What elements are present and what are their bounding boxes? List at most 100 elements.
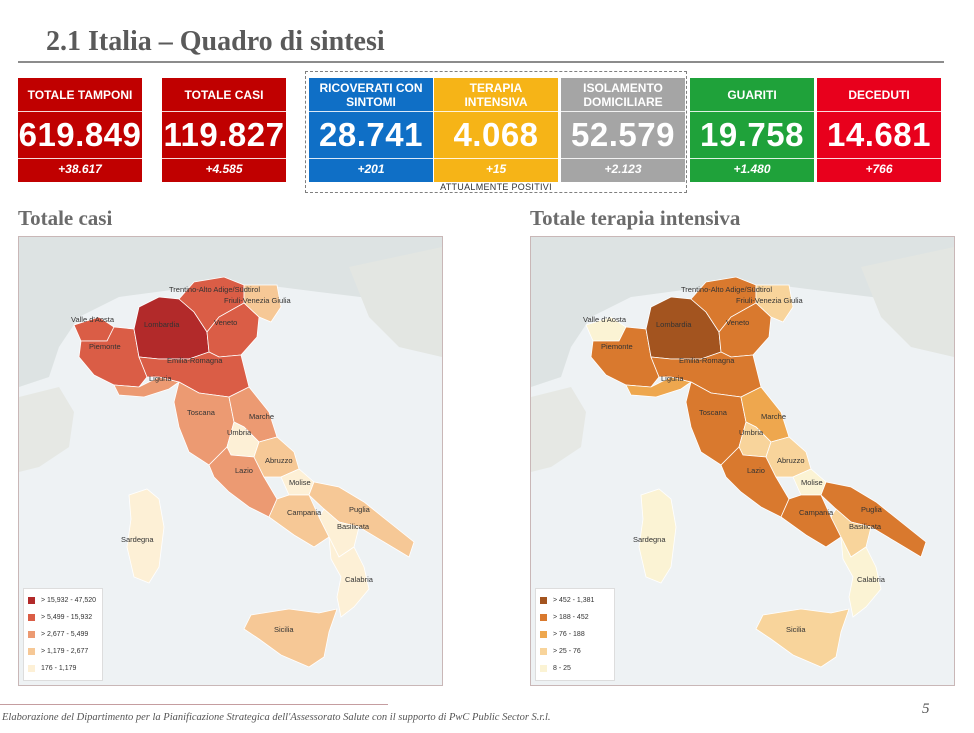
label-valle-daosta: Valle d'Aosta bbox=[583, 315, 627, 324]
italy-map: Valle d'Aosta Piemonte Lombardia Trentin… bbox=[531, 237, 954, 668]
label-lazio: Lazio bbox=[235, 466, 253, 475]
regions bbox=[73, 276, 415, 668]
label-molise: Molise bbox=[289, 478, 311, 487]
legend-label: > 15,932 - 47,520 bbox=[41, 597, 97, 604]
kpi-label: ISOLAMENTO DOMICILIARE bbox=[561, 78, 685, 112]
legend-label: 176 - 1,179 bbox=[41, 665, 77, 672]
legend-swatch bbox=[540, 614, 547, 621]
legend-swatch bbox=[28, 614, 35, 621]
label-piemonte: Piemonte bbox=[601, 342, 633, 351]
kpi-delta: +201 bbox=[309, 158, 433, 179]
legend-swatch bbox=[28, 665, 35, 672]
legend-swatch bbox=[28, 648, 35, 655]
legend-item: > 188 - 452 bbox=[540, 609, 610, 626]
map-terapia-intensiva: Valle d'Aosta Piemonte Lombardia Trentin… bbox=[530, 236, 955, 686]
kpi-delta: +2.123 bbox=[561, 158, 685, 179]
kpi-value: 619.849 bbox=[18, 116, 142, 153]
label-veneto: Veneto bbox=[214, 318, 237, 327]
legend-item: 176 - 1,179 bbox=[28, 660, 98, 677]
kpi-tile-isolamento: ISOLAMENTO DOMICILIARE 52.579 +2.123 bbox=[561, 78, 685, 182]
region-sicilia bbox=[755, 608, 850, 668]
label-calabria: Calabria bbox=[857, 575, 886, 584]
legend-label: > 5,499 - 15,932 bbox=[41, 614, 93, 621]
region-friuli bbox=[755, 284, 794, 323]
label-piemonte: Piemonte bbox=[89, 342, 121, 351]
legend-item: > 76 - 188 bbox=[540, 626, 610, 643]
legend-label: > 1,179 - 2,677 bbox=[41, 648, 89, 655]
kpi-tiles: TOTALE TAMPONI 619.849 +38.617 TOTALE CA… bbox=[18, 78, 944, 182]
label-liguria: Liguria bbox=[149, 374, 172, 383]
legend-label: > 2,677 - 5,499 bbox=[41, 631, 89, 638]
label-abruzzo: Abruzzo bbox=[265, 456, 293, 465]
label-friuli: Friuli-Venezia Giulia bbox=[224, 296, 292, 305]
label-emilia-romagna: Emilia-Romagna bbox=[679, 356, 735, 365]
region-calabria bbox=[840, 536, 882, 618]
kpi-label: TOTALE CASI bbox=[162, 78, 286, 112]
label-trentino: Trentino-Alto Adige/Südtirol bbox=[681, 285, 772, 294]
page-title: 2.1 Italia – Quadro di sintesi bbox=[46, 26, 385, 57]
label-lombardia: Lombardia bbox=[656, 320, 692, 329]
kpi-tile-ricoverati: RICOVERATI CON SINTOMI 28.741 +201 bbox=[309, 78, 433, 182]
label-lombardia: Lombardia bbox=[144, 320, 180, 329]
kpi-label: GUARITI bbox=[690, 78, 814, 112]
regions bbox=[585, 276, 927, 668]
legend-swatch bbox=[28, 631, 35, 638]
label-toscana: Toscana bbox=[699, 408, 728, 417]
label-sardegna: Sardegna bbox=[121, 535, 154, 544]
kpi-delta: +15 bbox=[434, 158, 558, 179]
legend-item: 8 - 25 bbox=[540, 660, 610, 677]
footer-credit: Elaborazione del Dipartimento per la Pia… bbox=[2, 712, 551, 723]
kpi-label: TOTALE TAMPONI bbox=[18, 78, 142, 112]
land-france bbox=[531, 387, 586, 472]
legend-item: > 2,677 - 5,499 bbox=[28, 626, 98, 643]
kpi-value: 19.758 bbox=[700, 116, 804, 153]
kpi-delta: +1.480 bbox=[690, 158, 814, 179]
legend-label: > 452 - 1,381 bbox=[553, 597, 595, 604]
kpi-tile-totale-casi: TOTALE CASI 119.827 +4.585 bbox=[162, 78, 286, 182]
kpi-value: 4.068 bbox=[453, 116, 539, 153]
kpi-delta: +38.617 bbox=[18, 158, 142, 179]
region-liguria bbox=[113, 376, 180, 398]
kpi-value: 52.579 bbox=[571, 116, 675, 153]
land-france bbox=[19, 387, 74, 472]
region-labels: Valle d'Aosta Piemonte Lombardia Trentin… bbox=[71, 285, 374, 634]
region-sardegna bbox=[126, 488, 165, 584]
legend-swatch bbox=[540, 648, 547, 655]
label-basilicata: Basilicata bbox=[849, 522, 882, 531]
label-valle-daosta: Valle d'Aosta bbox=[71, 315, 115, 324]
label-puglia: Puglia bbox=[861, 505, 883, 514]
region-calabria bbox=[328, 536, 370, 618]
kpi-tile-guariti: GUARITI 19.758 +1.480 bbox=[690, 78, 814, 182]
label-umbria: Umbria bbox=[227, 428, 252, 437]
label-sardegna: Sardegna bbox=[633, 535, 666, 544]
kpi-tile-totale-tamponi: TOTALE TAMPONI 619.849 +38.617 bbox=[18, 78, 142, 182]
legend-swatch bbox=[28, 597, 35, 604]
label-lazio: Lazio bbox=[747, 466, 765, 475]
legend-swatch bbox=[540, 597, 547, 604]
legend-item: > 25 - 76 bbox=[540, 643, 610, 660]
map-totale-casi: Valle d'Aosta Piemonte Lombardia Trentin… bbox=[18, 236, 443, 686]
land-alps bbox=[531, 237, 954, 387]
kpi-value: 14.681 bbox=[827, 116, 931, 153]
kpi-value: 119.827 bbox=[163, 116, 285, 153]
label-friuli: Friuli-Venezia Giulia bbox=[736, 296, 804, 305]
attualmente-positivi-frame bbox=[305, 71, 687, 193]
kpi-tile-terapia-intensiva: TERAPIA INTENSIVA 4.068 +15 bbox=[434, 78, 558, 182]
label-campania: Campania bbox=[799, 508, 834, 517]
kpi-delta: +4.585 bbox=[162, 158, 286, 179]
land-east bbox=[861, 247, 954, 357]
kpi-label: TERAPIA INTENSIVA bbox=[434, 78, 558, 112]
label-marche: Marche bbox=[249, 412, 274, 421]
label-molise: Molise bbox=[801, 478, 823, 487]
legend-label: 8 - 25 bbox=[553, 665, 571, 672]
legend-swatch bbox=[540, 631, 547, 638]
legend-label: > 25 - 76 bbox=[553, 648, 581, 655]
page-number: 5 bbox=[922, 701, 930, 717]
label-emilia-romagna: Emilia-Romagna bbox=[167, 356, 223, 365]
label-toscana: Toscana bbox=[187, 408, 216, 417]
map-title-casi: Totale casi bbox=[18, 206, 113, 230]
footer-divider bbox=[0, 704, 388, 705]
title-divider bbox=[18, 61, 944, 63]
region-labels: Valle d'Aosta Piemonte Lombardia Trentin… bbox=[583, 285, 886, 634]
kpi-label: RICOVERATI CON SINTOMI bbox=[309, 78, 433, 112]
